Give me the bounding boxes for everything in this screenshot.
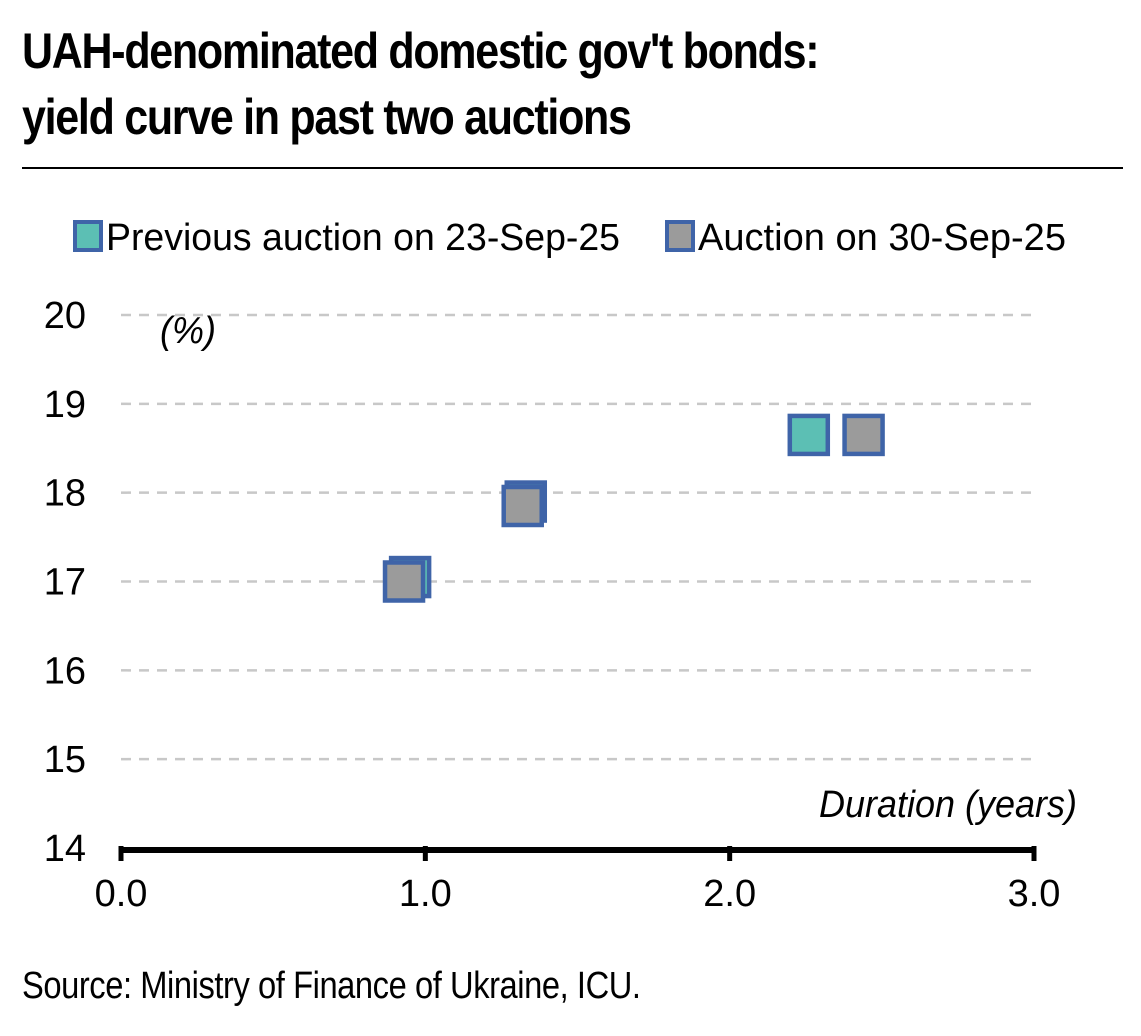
data-point-series-1-3 — [787, 413, 831, 457]
chart-title-line-1: UAH-denominated domestic gov't bonds: — [22, 23, 820, 79]
x-tick-label: 3.0 — [1008, 873, 1061, 915]
data-points — [382, 413, 885, 603]
y-tick-label: 19 — [44, 384, 86, 426]
y-axis-unit-label: (%) — [160, 310, 216, 352]
x-tick-label: 1.0 — [399, 873, 452, 915]
legend-swatch — [73, 220, 103, 252]
y-tick-label: 17 — [44, 562, 86, 604]
legend-label: Auction on 30-Sep-25 — [698, 217, 1066, 259]
gridlines — [121, 313, 1034, 761]
x-tick-label: 0.0 — [95, 873, 148, 915]
y-tick-label: 14 — [44, 828, 86, 870]
y-tick-label: 16 — [44, 650, 86, 692]
title-divider — [22, 167, 1123, 169]
source-note: Source: Ministry of Finance of Ukraine, … — [22, 965, 641, 1007]
chart-title-line-2: yield curve in past two auctions — [22, 89, 632, 145]
y-tick-label: 20 — [44, 295, 86, 337]
data-point-series-2-2 — [501, 484, 544, 528]
legend-label: Previous auction on 23-Sep-25 — [106, 217, 620, 259]
x-tick-label: 2.0 — [703, 873, 756, 915]
data-point-series-2-3 — [842, 413, 885, 457]
x-axis-title: Duration (years) — [819, 784, 1077, 826]
axes: 14 15 16 17 18 19 20 0.0 1.0 2.0 3.0 — [44, 295, 1061, 915]
data-point-series-2-1 — [382, 560, 426, 603]
legend: Previous auction on 23-Sep-25 Auction on … — [73, 217, 1066, 259]
y-tick-label: 15 — [44, 739, 86, 781]
legend-swatch — [665, 220, 695, 252]
chart-title: UAH-denominated domestic gov't bonds: yi… — [22, 18, 968, 150]
y-tick-label: 18 — [44, 473, 86, 515]
